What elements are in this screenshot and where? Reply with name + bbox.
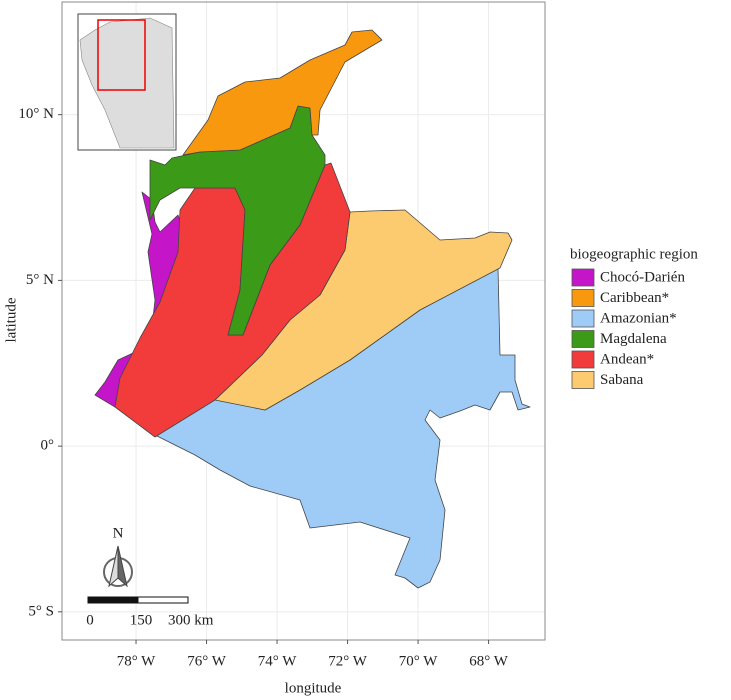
legend-label: Sabana [600, 372, 644, 388]
region [182, 29, 383, 156]
north-label: N [113, 525, 124, 541]
inset-map [77, 13, 177, 151]
north-arrow-right [117, 545, 128, 588]
legend-swatch [571, 330, 595, 348]
legend-label: Amazonian* [600, 310, 677, 326]
scale-label: 150 [130, 612, 153, 628]
legend-swatch [571, 309, 595, 328]
x-tick-label: 78° W [117, 653, 156, 669]
y-tick-label: 10° N [18, 106, 54, 122]
scale-label: 300 km [168, 612, 214, 628]
legend-label: Andean* [600, 351, 654, 367]
scale-bar-light [137, 596, 189, 604]
legend-swatch [571, 350, 595, 369]
legend-title: biogeographic region [570, 246, 698, 262]
legend-label: Chocó-Darién [600, 269, 685, 285]
inset-land [79, 17, 175, 149]
x-tick-label: 72° W [328, 653, 367, 669]
scale-bar: 0 150 300 km [86, 596, 214, 628]
legend-label: Magdalena [600, 331, 667, 347]
y-tick-label: 5° S [28, 603, 54, 619]
y-axis-title: latitude [3, 297, 19, 342]
legend-swatch [571, 268, 595, 287]
regions [94, 29, 531, 589]
x-tick-label: 74° W [258, 653, 297, 669]
plot-frame [61, 1, 546, 641]
y-tick-label: 5° N [26, 272, 54, 288]
inset-extent [97, 19, 146, 91]
x-tick-label: 68° W [469, 653, 508, 669]
north-arrow: N [103, 525, 133, 588]
x-tick-label: 70° W [399, 653, 438, 669]
legend-swatch [571, 289, 595, 307]
legend-swatch [571, 371, 595, 389]
x-axis-title: longitude [285, 680, 342, 696]
legend-label: Caribbean* [600, 290, 669, 306]
y-tick-label: 0° [41, 438, 55, 454]
scale-bar-dark [87, 596, 139, 604]
scale-label: 0 [86, 612, 94, 628]
x-tick-label: 76° W [187, 653, 226, 669]
